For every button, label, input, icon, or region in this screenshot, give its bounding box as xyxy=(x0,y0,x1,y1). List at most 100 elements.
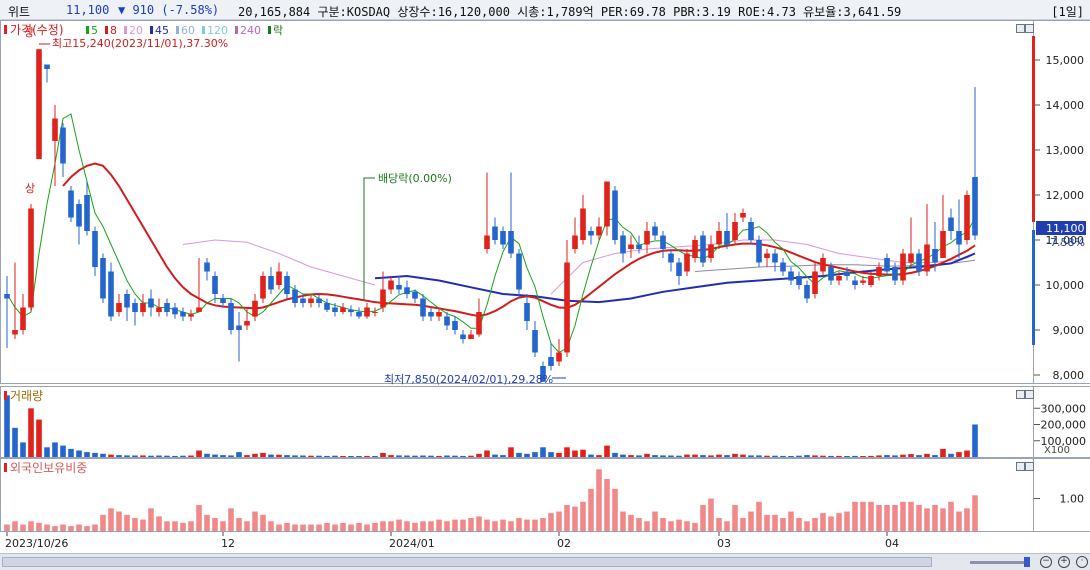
volume-bar xyxy=(228,455,234,457)
chart-canvas[interactable]: 8,000 9,000 10,000 11,000 12,000 13,000 14,000… xyxy=(0,0,1090,553)
foreign-bar xyxy=(284,522,290,531)
foreign-close-icon[interactable] xyxy=(1025,462,1034,471)
volume-bar xyxy=(52,442,58,457)
candle-body xyxy=(620,235,626,254)
foreign-bar xyxy=(932,505,938,531)
zoom-in-icon[interactable]: + xyxy=(1058,556,1070,568)
candle-body xyxy=(652,226,658,236)
candle-body xyxy=(20,307,26,330)
candle-body xyxy=(452,321,458,330)
volume-bar xyxy=(588,454,594,457)
zoom-slider-thumb[interactable] xyxy=(1024,557,1030,567)
candle-body xyxy=(44,64,50,69)
foreign-bar xyxy=(884,505,890,531)
candle-body xyxy=(164,303,170,312)
candle-body xyxy=(908,253,914,263)
foreign-minimize-icon[interactable] xyxy=(1016,462,1025,471)
zoom-out-icon[interactable]: − xyxy=(1040,556,1052,568)
foreign-bar xyxy=(956,511,962,531)
candle-body xyxy=(796,276,802,285)
volume-bar xyxy=(116,455,122,457)
x-tick-label: 2024/01 xyxy=(389,537,435,550)
panel-minimize-icon[interactable] xyxy=(1016,24,1025,33)
volume-bar xyxy=(556,452,562,457)
volume-bar xyxy=(484,450,490,457)
candle-body xyxy=(604,181,610,227)
foreign-bar xyxy=(532,519,538,531)
zoom-slider[interactable] xyxy=(970,561,1030,564)
foreign-bar xyxy=(36,522,42,531)
header-bar: 위트 11,100 ▼ 910 (-7.58%) 20,165,884 구분:K… xyxy=(0,0,1090,20)
foreign-tick-label: 1.00 xyxy=(1060,493,1085,506)
candle-body xyxy=(268,276,274,290)
zoom-reset-icon[interactable]: · xyxy=(1076,556,1088,568)
foreign-bar xyxy=(772,514,778,532)
foreign-bar xyxy=(372,522,378,531)
foreign-bar xyxy=(452,519,458,531)
candle-body xyxy=(852,280,858,285)
volume-bar xyxy=(812,455,818,457)
candle-body xyxy=(436,312,442,317)
volume-bar xyxy=(532,452,538,457)
foreign-bar xyxy=(508,521,514,532)
candle-body xyxy=(844,271,850,276)
x-tick-label: 2023/10/26 xyxy=(5,537,68,550)
current-price: 11,100 xyxy=(66,3,110,17)
candle-body xyxy=(924,244,930,272)
volume-bar xyxy=(284,455,290,457)
foreign-bar xyxy=(644,521,650,532)
candle-body xyxy=(180,312,186,317)
foreign-bar xyxy=(716,518,722,531)
candle-body xyxy=(356,312,362,317)
x-tick-label: 04 xyxy=(885,537,899,550)
foreign-bar xyxy=(404,521,410,532)
candle-body xyxy=(52,118,58,141)
low-annotation: 최저7,850(2024/02/01),29.28% xyxy=(384,373,553,386)
foreign-bar xyxy=(900,501,906,532)
volume-bar xyxy=(212,454,218,457)
price-change: ▼ 910 (-7.58%) xyxy=(118,3,220,17)
foreign-bar xyxy=(964,508,970,532)
foreign-bar xyxy=(228,508,234,532)
foreign-bar xyxy=(564,505,570,531)
volume-bar xyxy=(156,455,162,457)
foreign-bar xyxy=(620,511,626,531)
volume-bar xyxy=(748,455,754,457)
scroll-track[interactable] xyxy=(2,557,932,567)
foreign-bar xyxy=(308,524,314,531)
foreign-bar xyxy=(652,511,658,531)
foreign-bar xyxy=(428,521,434,532)
volume-bar xyxy=(508,447,514,458)
foreign-bar xyxy=(380,521,386,532)
foreign-bar xyxy=(340,522,346,531)
volume-close-icon[interactable] xyxy=(1025,390,1034,399)
volume-minimize-icon[interactable] xyxy=(1016,390,1025,399)
candle-body xyxy=(868,276,874,285)
volume-bar xyxy=(788,456,794,457)
foreign-bar xyxy=(580,501,586,532)
candle-body xyxy=(724,231,730,245)
panel-close-icon[interactable] xyxy=(1025,24,1034,33)
candle-body xyxy=(772,253,778,263)
period-selector[interactable]: [1일] xyxy=(1051,5,1084,19)
volume-bar xyxy=(132,455,138,457)
volume-bar xyxy=(820,455,826,457)
volume-bar xyxy=(68,448,74,457)
dividend-marker xyxy=(363,177,375,300)
foreign-bar xyxy=(396,519,402,531)
foreign-bar xyxy=(140,519,146,531)
candle-body xyxy=(348,309,354,313)
foreign-bar xyxy=(836,513,842,531)
candle-body xyxy=(276,271,282,285)
stock-name: 위트 xyxy=(8,5,31,19)
foreign-bar xyxy=(12,521,18,532)
volume-panel[interactable] xyxy=(0,386,1034,458)
price-tick-label: 11,000 xyxy=(1046,234,1085,247)
foreign-bar xyxy=(364,524,370,531)
price-panel[interactable] xyxy=(0,20,1034,384)
volume-bar xyxy=(388,455,394,457)
foreign-bar xyxy=(788,511,794,531)
volume-bar xyxy=(372,456,378,457)
foreign-bar xyxy=(324,522,330,531)
horizontal-scrollbar[interactable]: − + · xyxy=(0,553,1090,570)
